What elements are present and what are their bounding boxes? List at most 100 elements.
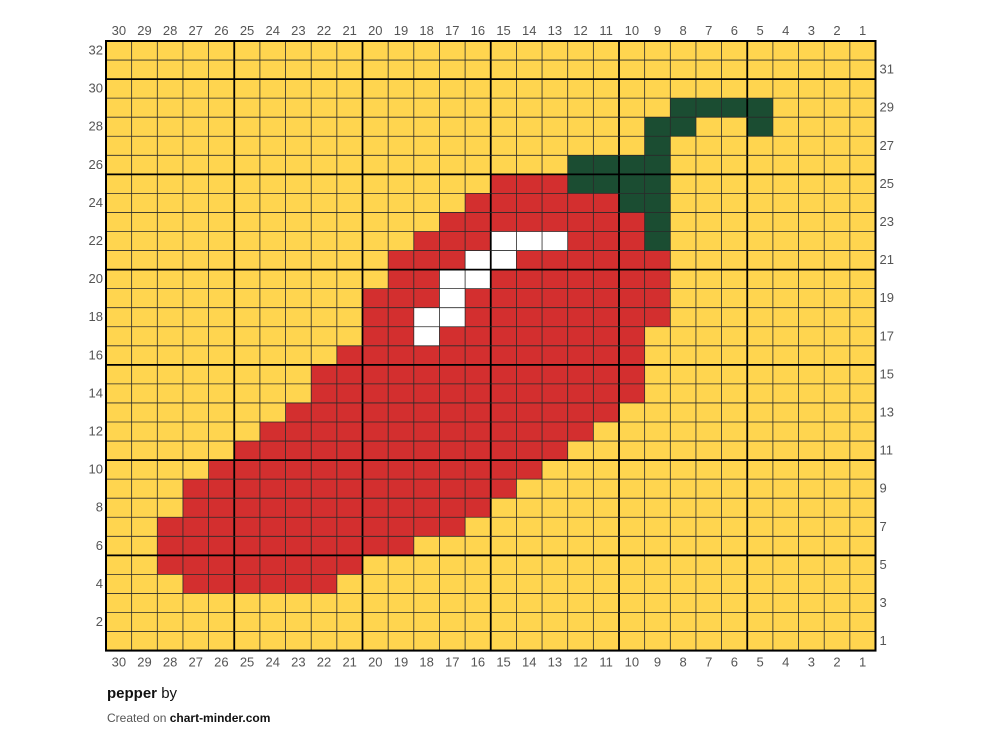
grid-cell [285, 79, 312, 99]
grid-cell [362, 174, 389, 194]
grid-cell [619, 631, 645, 651]
row-label-left: 20 [89, 271, 103, 286]
grid-cell [798, 517, 825, 537]
grid-cell [157, 479, 183, 499]
grid-cell [208, 402, 235, 422]
grid-cell [798, 479, 825, 499]
grid-cell [157, 231, 183, 251]
grid-cell [695, 460, 722, 480]
grid-cell [182, 41, 209, 61]
grid-cell [772, 364, 799, 384]
grid-cell [311, 460, 337, 480]
grid-cell [234, 117, 260, 137]
column-label-top: 1 [859, 23, 866, 38]
grid-cell [182, 174, 209, 194]
grid-cell [157, 422, 183, 442]
grid-cell [413, 364, 440, 384]
grid-cell [644, 364, 671, 384]
grid-cell [670, 212, 696, 232]
grid-cell [182, 250, 209, 270]
grid-cell [285, 212, 312, 232]
grid-cell [388, 612, 414, 632]
grid-cell [234, 479, 260, 499]
grid-cell [208, 517, 235, 537]
grid-cell [490, 422, 517, 442]
grid-cell [798, 441, 825, 461]
grid-cell [208, 288, 235, 308]
grid-cell [542, 250, 568, 270]
grid-cell [234, 460, 260, 480]
grid-cell [490, 612, 517, 632]
grid-cell [567, 574, 594, 594]
grid-cell [106, 441, 132, 461]
grid-cell [439, 422, 466, 442]
grid-cell [619, 536, 645, 556]
grid-cell [490, 136, 517, 156]
grid-cell [824, 155, 850, 175]
grid-cell [413, 307, 440, 327]
grid-cell [644, 555, 671, 575]
grid-cell [131, 288, 158, 308]
column-label-bottom: 6 [731, 655, 738, 670]
grid-cell [670, 41, 696, 61]
grid-cell [721, 422, 748, 442]
column-label-bottom: 28 [163, 655, 177, 670]
grid-cell [772, 136, 799, 156]
grid-cell [567, 345, 594, 365]
grid-cell [824, 117, 850, 137]
grid-cell [131, 460, 158, 480]
grid-cell [285, 155, 312, 175]
grid-cell [849, 555, 876, 575]
grid-cell [619, 307, 645, 327]
grid-cell [721, 479, 748, 499]
grid-cell [824, 517, 850, 537]
grid-cell [695, 136, 722, 156]
row-label-left: 4 [96, 576, 103, 591]
grid-cell [131, 422, 158, 442]
grid-cell [234, 41, 260, 61]
column-label-top: 23 [291, 23, 305, 38]
grid-cell [131, 593, 158, 613]
grid-cell [362, 136, 389, 156]
grid-cell [772, 345, 799, 365]
grid-cell [157, 174, 183, 194]
grid-cell [182, 79, 209, 99]
grid-cell [721, 212, 748, 232]
grid-cell [516, 460, 543, 480]
grid-cell [798, 383, 825, 403]
column-label-bottom: 23 [291, 655, 305, 670]
grid-cell [208, 117, 235, 137]
column-label-bottom: 2 [833, 655, 840, 670]
grid-cell [619, 212, 645, 232]
grid-cell [106, 41, 132, 61]
grid-cell [695, 326, 722, 346]
site-link[interactable]: chart-minder.com [169, 711, 271, 725]
grid-cell [567, 498, 594, 518]
grid-cell [824, 307, 850, 327]
grid-cell [721, 41, 748, 61]
grid-cell [208, 441, 235, 461]
grid-cell [465, 41, 491, 61]
grid-cell [106, 517, 132, 537]
grid-cell [593, 345, 619, 365]
grid-cell [413, 231, 440, 251]
grid-cell [259, 631, 286, 651]
grid-cell [388, 593, 414, 613]
grid-cell [798, 631, 825, 651]
row-label-left: 30 [89, 81, 103, 96]
grid-cell [542, 212, 568, 232]
grid-cell [619, 250, 645, 270]
grid-cell [182, 517, 209, 537]
grid-cell [388, 288, 414, 308]
grid-cell [516, 155, 543, 175]
grid-cell [670, 593, 696, 613]
grid-cell [516, 98, 543, 118]
grid-cell [131, 250, 158, 270]
grid-cell [516, 41, 543, 61]
grid-cell [182, 536, 209, 556]
grid-cell [849, 345, 876, 365]
grid-cell [516, 345, 543, 365]
grid-cell [362, 60, 389, 80]
grid-cell [747, 364, 773, 384]
grid-cell [106, 288, 132, 308]
